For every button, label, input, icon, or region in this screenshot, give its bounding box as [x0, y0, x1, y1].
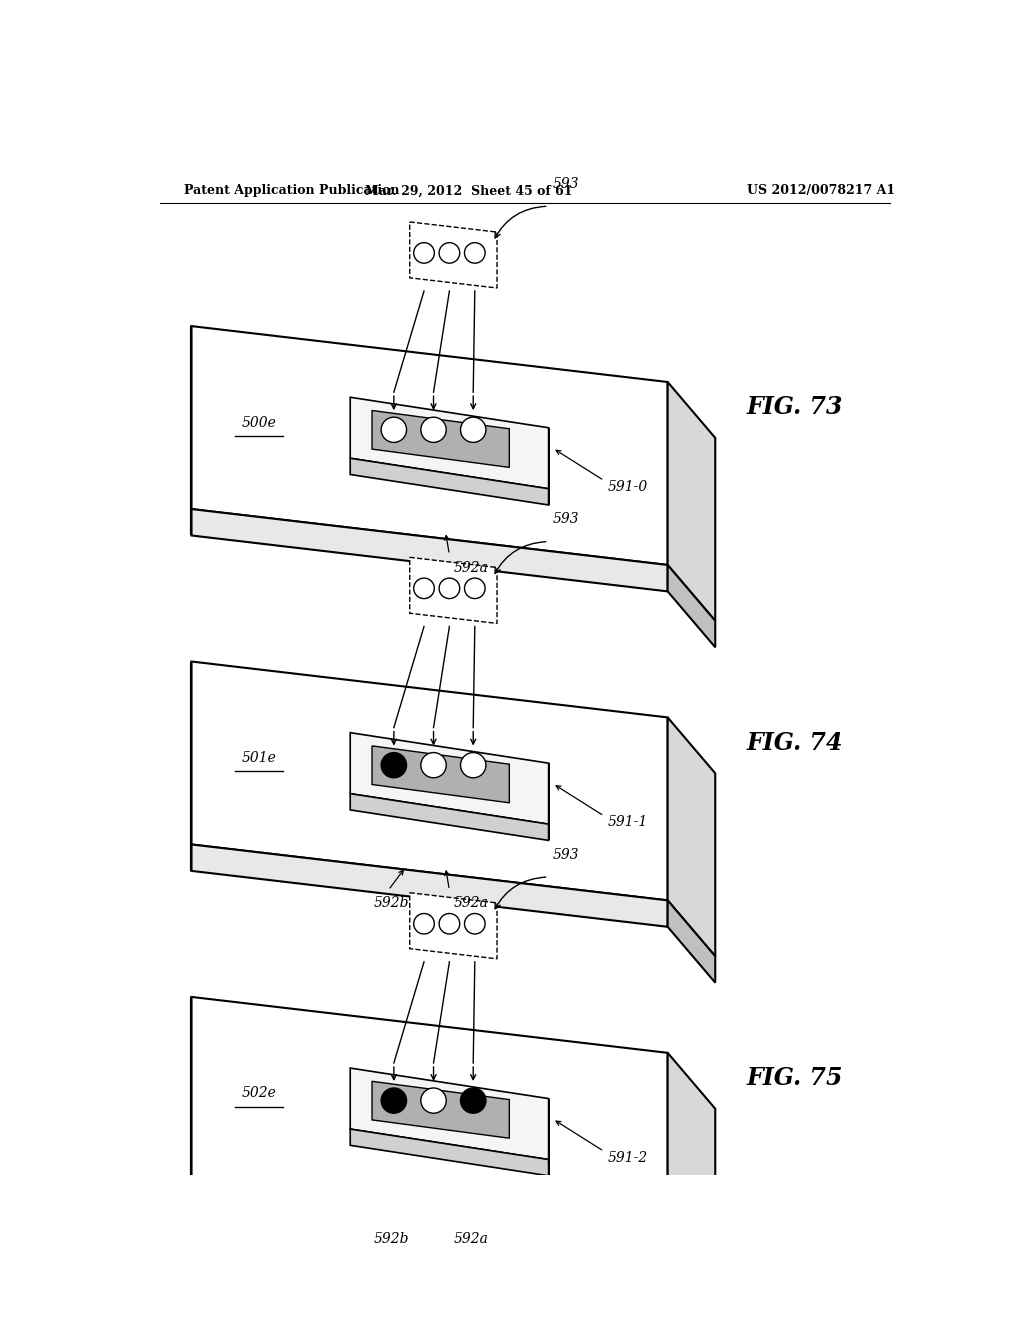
Text: 591-2: 591-2 — [608, 1151, 648, 1164]
Polygon shape — [410, 557, 497, 623]
Text: Patent Application Publication: Patent Application Publication — [183, 185, 399, 198]
Ellipse shape — [414, 243, 434, 263]
Text: 593: 593 — [553, 177, 580, 191]
Ellipse shape — [439, 578, 460, 598]
Ellipse shape — [461, 1088, 486, 1113]
Text: 592b: 592b — [374, 896, 410, 911]
Ellipse shape — [414, 578, 434, 598]
Polygon shape — [350, 733, 549, 824]
Text: 501e: 501e — [242, 751, 276, 766]
Polygon shape — [668, 1236, 715, 1319]
Ellipse shape — [439, 913, 460, 935]
Polygon shape — [350, 458, 549, 506]
Text: FIG. 73: FIG. 73 — [746, 396, 843, 420]
Polygon shape — [410, 222, 497, 288]
Ellipse shape — [421, 1088, 446, 1113]
Text: 500e: 500e — [242, 416, 276, 430]
Text: 592b: 592b — [374, 1232, 410, 1246]
Ellipse shape — [465, 243, 485, 263]
Polygon shape — [191, 1180, 668, 1262]
Polygon shape — [668, 381, 715, 620]
Text: 592a: 592a — [454, 896, 488, 911]
Polygon shape — [668, 718, 715, 956]
Ellipse shape — [421, 752, 446, 777]
Text: 592a: 592a — [454, 1232, 488, 1246]
Text: US 2012/0078217 A1: US 2012/0078217 A1 — [748, 185, 895, 198]
Polygon shape — [191, 845, 668, 927]
Polygon shape — [372, 411, 509, 467]
Polygon shape — [191, 661, 668, 900]
Polygon shape — [350, 1068, 549, 1159]
Ellipse shape — [461, 752, 486, 777]
Ellipse shape — [381, 1088, 407, 1113]
Text: 502e: 502e — [242, 1086, 276, 1101]
Ellipse shape — [465, 578, 485, 598]
Text: Mar. 29, 2012  Sheet 45 of 61: Mar. 29, 2012 Sheet 45 of 61 — [366, 185, 573, 198]
Ellipse shape — [421, 417, 446, 442]
Text: 592a: 592a — [454, 561, 488, 576]
Text: 593: 593 — [553, 512, 580, 527]
Ellipse shape — [461, 417, 486, 442]
Polygon shape — [191, 510, 668, 591]
Text: FIG. 74: FIG. 74 — [746, 731, 843, 755]
Polygon shape — [350, 1129, 549, 1176]
Ellipse shape — [414, 913, 434, 935]
Polygon shape — [191, 326, 668, 565]
Polygon shape — [410, 892, 497, 958]
Ellipse shape — [465, 913, 485, 935]
Polygon shape — [372, 746, 509, 803]
Ellipse shape — [381, 752, 407, 777]
Ellipse shape — [381, 417, 407, 442]
Polygon shape — [668, 1053, 715, 1292]
Polygon shape — [191, 997, 668, 1236]
Text: 593: 593 — [553, 847, 580, 862]
Ellipse shape — [439, 243, 460, 263]
Polygon shape — [350, 397, 549, 488]
Polygon shape — [668, 565, 715, 647]
Polygon shape — [350, 793, 549, 841]
Text: FIG. 75: FIG. 75 — [746, 1067, 843, 1090]
Polygon shape — [372, 1081, 509, 1138]
Text: 591-1: 591-1 — [608, 816, 648, 829]
Text: 591-0: 591-0 — [608, 479, 648, 494]
Polygon shape — [668, 900, 715, 982]
